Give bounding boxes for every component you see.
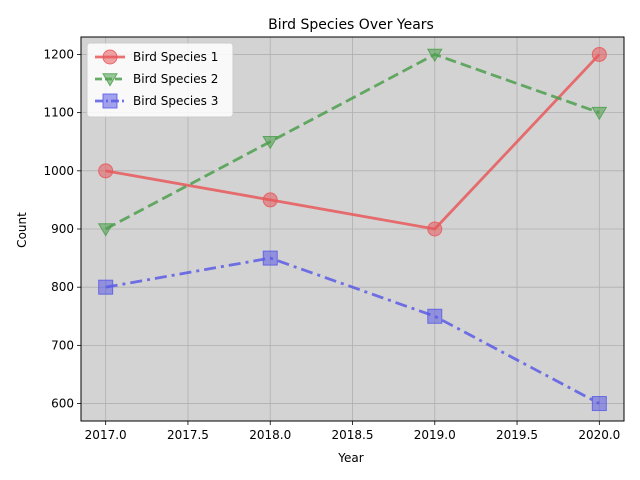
x-tick-label: 2018.0 <box>249 428 291 442</box>
x-axis: 2017.0 2017.5 2018.0 2018.5 2019.0 2019.5 2020… <box>85 421 620 442</box>
series-line <box>105 52 600 231</box>
legend-entry: Bird Species 1 <box>95 49 218 65</box>
y-axis: 600 700 800 900 1000 1100 1200 <box>43 47 81 411</box>
y-tick-label: 600 <box>51 397 74 411</box>
x-axis-label: Year <box>337 451 363 465</box>
series-line <box>105 256 600 405</box>
legend-label: Bird Species 2 <box>133 72 218 86</box>
legend-label: Bird Species 1 <box>133 50 218 64</box>
series-3 <box>98 250 607 412</box>
legend-label: Bird Species 3 <box>133 94 218 108</box>
data-point <box>262 135 279 150</box>
legend-entry: Bird Species 3 <box>95 93 218 109</box>
y-tick-label: 1000 <box>43 164 74 178</box>
y-tick-label: 800 <box>51 280 74 294</box>
series-1 <box>98 46 607 237</box>
y-tick-label: 1200 <box>43 47 74 61</box>
data-point <box>98 163 114 179</box>
data-point <box>98 279 114 295</box>
chart-title: Bird Species Over Years <box>268 17 434 33</box>
legend-entry: Bird Species 2 <box>95 72 218 87</box>
data-point <box>262 250 278 266</box>
series-line <box>105 53 601 231</box>
y-tick-label: 700 <box>51 338 74 352</box>
y-tick-label: 900 <box>51 222 74 236</box>
series-layer <box>97 46 608 412</box>
data-point <box>97 223 114 237</box>
legend-box <box>86 42 234 118</box>
data-point <box>591 106 608 121</box>
data-point <box>427 221 443 237</box>
data-point <box>591 396 607 412</box>
y-tick-label: 1100 <box>43 106 74 120</box>
data-point <box>427 308 443 324</box>
data-point <box>262 192 278 208</box>
data-point <box>426 48 443 63</box>
data-point <box>591 46 607 62</box>
series-2 <box>97 48 608 237</box>
x-tick-label: 2019.5 <box>496 428 538 442</box>
x-tick-label: 2020.0 <box>578 428 620 442</box>
x-tick-label: 2017.0 <box>85 428 127 442</box>
legend-marker <box>102 93 118 109</box>
x-tick-label: 2019.0 <box>414 428 456 442</box>
legend: Bird Species 1 Bird Species 2 Bird Species… <box>86 42 234 118</box>
x-tick-label: 2018.5 <box>332 428 374 442</box>
y-axis-label: Count <box>15 212 29 248</box>
legend-marker <box>102 73 118 87</box>
legend-marker <box>102 49 118 65</box>
x-tick-label: 2017.5 <box>167 428 209 442</box>
